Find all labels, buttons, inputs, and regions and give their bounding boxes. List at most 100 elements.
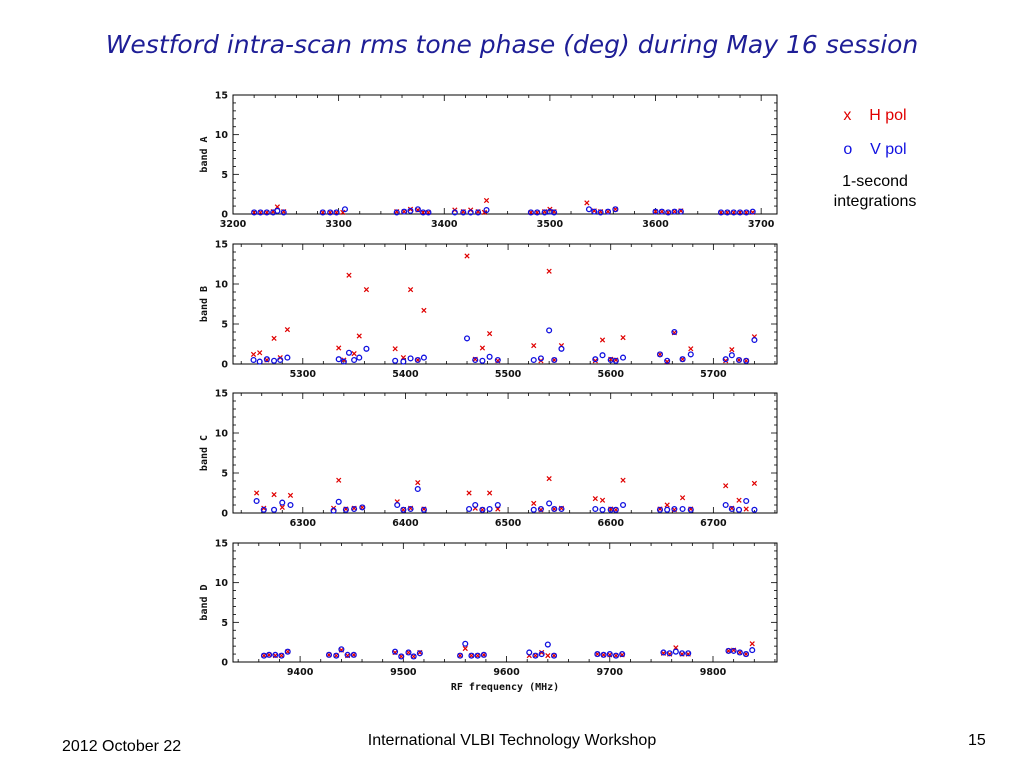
v-pol-point	[359, 504, 366, 511]
v-pol-point	[356, 354, 363, 361]
h-pol-point	[531, 342, 537, 349]
v-pol-point	[660, 649, 667, 656]
v-pol-point	[414, 206, 421, 213]
v-pol-point	[277, 356, 284, 364]
h-pol-point	[688, 346, 694, 352]
y-tick-label: 0	[221, 509, 228, 520]
x-tick-label: 3200	[220, 219, 247, 230]
x-tick-label: 6700	[700, 518, 727, 529]
y-tick-label: 10	[215, 578, 229, 589]
h-pol-point	[351, 350, 357, 357]
v-pol-point	[728, 352, 735, 359]
v-pol-point	[678, 650, 686, 657]
x-tick-label: 6600	[597, 518, 624, 529]
v-pol-point	[656, 506, 664, 513]
v-pol-point	[606, 651, 613, 658]
v-pol-point	[479, 357, 486, 364]
h-pol-point	[356, 333, 362, 339]
v-pol-point	[350, 651, 357, 658]
v-pol-point	[407, 355, 414, 362]
h-pol-point	[729, 346, 735, 353]
v-pol-point	[671, 208, 678, 215]
v-pol-point	[466, 505, 473, 513]
v-pol-point	[619, 651, 626, 658]
v-pol-point	[463, 335, 471, 342]
v-pol-point	[612, 357, 619, 364]
v-pol-point	[284, 354, 291, 361]
v-pol-point	[585, 206, 593, 213]
y-tick-label: 10	[215, 429, 229, 440]
v-pol-point	[717, 209, 725, 216]
x-tick-label: 9500	[390, 667, 417, 678]
y-tick-label: 0	[221, 658, 228, 669]
v-pol-point	[280, 209, 287, 216]
page-number: 15	[968, 732, 986, 749]
h-pol-point	[271, 491, 277, 498]
h-pol-point	[743, 506, 749, 512]
v-pol-point	[340, 358, 347, 365]
h-pol-point	[363, 286, 370, 293]
v-pol-point	[457, 652, 464, 659]
v-pol-point	[591, 208, 598, 215]
v-pol-point	[344, 651, 351, 658]
v-pol-point	[327, 209, 334, 216]
v-pol-point	[743, 497, 750, 505]
h-pol-point	[599, 337, 606, 343]
v-pol-point	[260, 506, 267, 513]
h-pol-point	[736, 497, 742, 503]
x-tick-label: 3400	[431, 219, 458, 230]
v-pol-point	[279, 499, 286, 506]
h-pol-point	[539, 649, 545, 656]
y-tick-label: 5	[221, 320, 228, 331]
v-pol-point	[551, 505, 558, 513]
v-pol-point	[665, 209, 672, 216]
v-pol-point	[743, 209, 750, 216]
v-pol-point	[394, 501, 401, 509]
x-tick-label: 6500	[495, 518, 522, 529]
v-pol-point	[597, 209, 604, 216]
v-pol-point	[664, 506, 671, 513]
v-pol-point	[546, 500, 553, 507]
v-pol-point	[592, 505, 599, 513]
v-pol-point	[451, 209, 458, 216]
v-pol-point	[551, 209, 558, 216]
v-pol-point	[335, 356, 342, 363]
v-pol-point	[278, 652, 285, 659]
v-pol-point	[342, 506, 349, 513]
h-pol-point	[679, 495, 686, 501]
h-pol-point	[483, 197, 490, 204]
v-pol-point	[345, 349, 353, 356]
v-pol-point	[338, 646, 345, 653]
h-pol-point	[546, 268, 552, 274]
y-tick-label: 15	[215, 240, 228, 251]
h-pol-point	[287, 492, 294, 499]
v-pol-point	[742, 651, 750, 658]
v-pol-point	[658, 208, 665, 215]
footer-workshop: International VLBI Technology Workshop	[367, 732, 657, 749]
v-pol-point	[546, 327, 553, 334]
v-pol-point	[592, 356, 599, 363]
h-pol-point	[415, 479, 421, 486]
v-pol-point	[735, 356, 743, 364]
v-pol-point	[664, 357, 671, 364]
v-pol-point	[687, 351, 694, 358]
x-tick-label: 9700	[597, 667, 624, 678]
v-pol-point	[600, 651, 607, 658]
panel-band-d: 9400 9500 9600 9700 9800 0 5 10 15 band D RF frequ…	[199, 539, 778, 693]
v-pol-point	[272, 651, 279, 658]
x-tick-label: 3500	[537, 219, 564, 230]
h-pol-point	[407, 206, 414, 212]
v-pol-point	[679, 505, 686, 513]
plot-frame	[232, 94, 778, 215]
y-tick-label: 15	[215, 539, 228, 550]
h-pol-point	[284, 326, 291, 333]
v-pol-point	[736, 649, 743, 656]
legend-v-marker: o	[843, 141, 853, 158]
h-pol-point	[346, 272, 352, 278]
v-pol-point	[468, 652, 475, 659]
h-pol-point	[584, 200, 590, 206]
legend-h-pol: x H pol	[800, 105, 950, 139]
v-pol-point	[398, 653, 405, 660]
h-pol-point	[466, 490, 472, 496]
h-pol-point	[664, 502, 670, 508]
